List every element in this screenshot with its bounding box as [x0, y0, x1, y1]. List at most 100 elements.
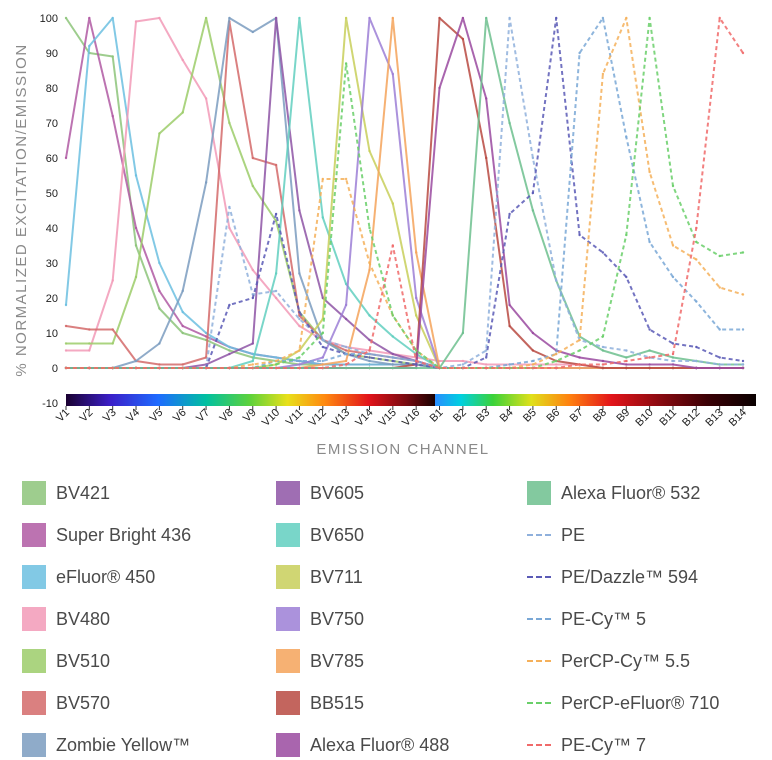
data-point	[601, 72, 605, 76]
x-tick-label: V10	[260, 407, 282, 429]
data-point	[274, 359, 278, 363]
data-point	[111, 55, 114, 58]
legend-color-swatch	[22, 733, 46, 757]
data-point	[274, 272, 278, 275]
legend-color-swatch	[276, 565, 300, 589]
x-tick-label: B10	[633, 407, 655, 429]
data-point	[158, 342, 161, 345]
data-point	[671, 352, 675, 356]
legend-color-swatch	[22, 565, 46, 589]
data-point	[671, 359, 675, 363]
y-tick-label: 100	[40, 13, 58, 25]
legend-label: PE	[561, 524, 586, 545]
data-point	[578, 51, 581, 55]
legend-label: Alexa Fluor® 532	[561, 482, 701, 503]
data-point	[181, 310, 184, 314]
data-point	[508, 363, 511, 366]
series-line	[66, 17, 743, 369]
data-point	[181, 366, 184, 370]
data-point	[718, 254, 721, 258]
data-point	[461, 37, 465, 41]
data-point	[485, 356, 488, 359]
data-point	[181, 331, 184, 335]
data-point	[695, 345, 698, 349]
x-tick-label: B12	[680, 407, 702, 429]
data-point	[625, 366, 628, 370]
data-point	[391, 366, 394, 370]
x-tick-label: V5	[147, 407, 165, 425]
data-point	[415, 296, 418, 300]
data-point	[181, 111, 184, 114]
data-point	[601, 16, 605, 20]
legend-dashed-line-marker	[527, 702, 551, 704]
data-point	[111, 114, 114, 118]
data-point	[368, 359, 371, 363]
y-tick-label: 80	[46, 83, 58, 95]
legend-label: BV510	[56, 650, 111, 671]
data-point	[508, 303, 511, 307]
data-point	[601, 363, 605, 366]
data-point	[298, 310, 301, 314]
data-point	[321, 345, 324, 349]
data-point	[415, 366, 418, 370]
data-point	[274, 163, 278, 167]
data-point	[578, 366, 581, 370]
data-point	[578, 233, 581, 237]
data-point	[181, 324, 184, 328]
data-point	[204, 16, 208, 20]
x-tick-label: V6	[171, 407, 189, 425]
data-point	[298, 209, 301, 212]
data-point	[298, 16, 301, 20]
legend-label: BB515	[310, 692, 365, 713]
data-point	[251, 366, 254, 370]
legend-item: Super Bright 436	[22, 520, 191, 550]
legend-dashed-line-marker	[527, 534, 551, 536]
data-point	[64, 324, 68, 328]
data-point	[88, 328, 91, 331]
data-point	[181, 363, 184, 366]
x-tick-label: B3	[474, 407, 492, 425]
data-point	[228, 345, 231, 349]
data-point	[344, 352, 348, 356]
legend-dashed-line-marker	[527, 744, 551, 746]
data-point	[741, 359, 745, 363]
data-point	[251, 184, 254, 188]
data-point	[485, 366, 488, 370]
data-point	[204, 181, 208, 184]
data-point	[601, 345, 605, 349]
data-point	[251, 363, 254, 366]
data-point	[134, 275, 138, 279]
x-tick-label: V11	[284, 407, 306, 429]
data-point	[251, 296, 254, 300]
data-point	[671, 356, 675, 359]
y-tick-label: 70	[46, 118, 58, 130]
data-point	[741, 328, 745, 331]
data-point	[321, 363, 324, 366]
data-point	[625, 349, 628, 352]
data-point	[415, 314, 418, 317]
data-point	[344, 303, 348, 307]
data-point	[134, 20, 138, 23]
data-point	[344, 62, 348, 65]
legend-label: BV570	[56, 692, 111, 713]
data-point	[391, 16, 394, 20]
data-point	[555, 366, 558, 370]
data-point	[134, 366, 138, 370]
data-point	[321, 366, 324, 370]
data-point	[368, 356, 371, 359]
x-tick-label: V7	[194, 407, 212, 425]
data-point	[134, 244, 138, 247]
legend-item: BB515	[276, 688, 364, 718]
data-point	[601, 359, 605, 363]
data-point	[391, 244, 394, 247]
x-tick-label: B4	[498, 407, 516, 425]
data-point	[251, 30, 254, 34]
data-point	[368, 268, 371, 272]
data-point	[718, 366, 721, 370]
data-point	[181, 58, 184, 62]
legend: BV421 Super Bright 436 eFluor® 450 BV480 BV5…	[0, 470, 772, 757]
data-point	[228, 205, 231, 209]
data-point	[368, 314, 371, 317]
legend-label: PerCP-Cy™ 5.5	[561, 650, 691, 671]
data-point	[695, 359, 698, 363]
